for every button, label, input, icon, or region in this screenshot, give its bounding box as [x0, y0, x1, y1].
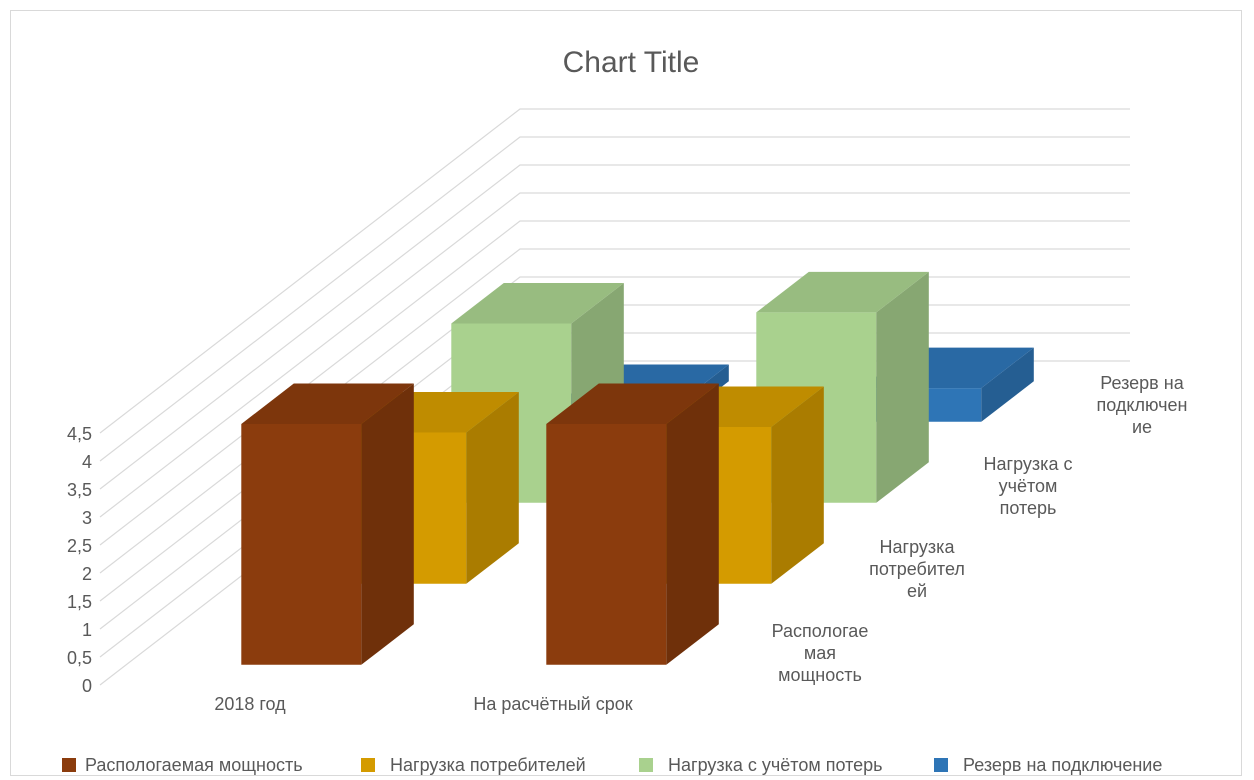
- y-tick-label: 3: [82, 508, 92, 528]
- depth-axis-label: Нагрузка с учётом потерь: [984, 454, 1073, 518]
- category-label: 2018 год: [214, 694, 286, 714]
- y-tick-label: 4,5: [67, 424, 92, 444]
- legend-label: Нагрузка с учётом потерь: [668, 755, 883, 775]
- y-tick-label: 1,5: [67, 592, 92, 612]
- legend-swatch: [62, 758, 76, 772]
- bar-side: [876, 272, 929, 503]
- y-tick-label: 0,5: [67, 648, 92, 668]
- bars: [241, 272, 1034, 665]
- y-tick-label: 3,5: [67, 480, 92, 500]
- y-tick-label: 0: [82, 676, 92, 696]
- legend-swatch: [639, 758, 653, 772]
- bar: [241, 384, 413, 665]
- bar-side: [666, 384, 719, 665]
- legend-swatch: [934, 758, 948, 772]
- depth-axis-label: Распологае мая мощность: [772, 621, 869, 685]
- legend-item: Нагрузка с учётом потерь: [639, 755, 883, 775]
- legend-item: Нагрузка потребителей: [361, 755, 586, 775]
- category-label: На расчётный срок: [473, 694, 632, 714]
- y-tick-label: 4: [82, 452, 92, 472]
- legend-label: Распологаемая мощность: [85, 755, 303, 775]
- depth-axis-label: Резерв на подключен ие: [1097, 373, 1188, 437]
- legend-item: Резерв на подключение: [934, 755, 1162, 775]
- legend-item: Распологаемая мощность: [62, 755, 303, 775]
- legend-label: Резерв на подключение: [963, 755, 1162, 775]
- bar-side: [361, 384, 414, 665]
- bar: [546, 384, 719, 665]
- depth-axis-label: Нагрузка потребител ей: [869, 537, 965, 601]
- y-tick-label: 1: [82, 620, 92, 640]
- legend-label: Нагрузка потребителей: [390, 755, 586, 775]
- legend: Распологаемая мощность Нагрузка потребите…: [62, 755, 1162, 775]
- y-tick-label: 2,5: [67, 536, 92, 556]
- bar-front: [546, 424, 666, 665]
- chart-title: Chart Title: [563, 46, 700, 79]
- bar-front: [241, 424, 361, 665]
- y-tick-label: 2: [82, 564, 92, 584]
- legend-swatch: [361, 758, 375, 772]
